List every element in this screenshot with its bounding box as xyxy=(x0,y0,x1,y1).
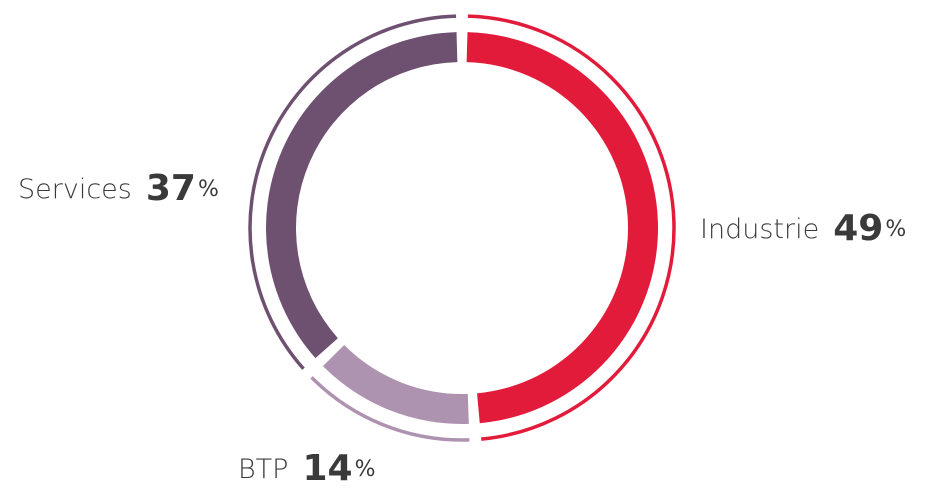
outer-ring-segment xyxy=(467,14,676,441)
segment-label: BTP 14% xyxy=(238,448,375,489)
category-name: BTP xyxy=(238,454,288,485)
category-name: Services xyxy=(18,174,132,205)
outer-ring-segment xyxy=(310,376,470,442)
value: 14 xyxy=(302,448,352,489)
segment-label: Industrie 49% xyxy=(700,208,906,249)
donut-segment xyxy=(466,32,658,424)
outer-ring-segment xyxy=(248,14,457,370)
value: 37 xyxy=(146,168,196,209)
donut-segment xyxy=(322,344,469,424)
value: 49 xyxy=(833,208,883,249)
unit: % xyxy=(355,457,376,482)
unit: % xyxy=(198,177,219,202)
unit: % xyxy=(885,217,906,242)
donut-segment xyxy=(266,32,458,359)
category-name: Industrie xyxy=(700,214,819,245)
segment-label: Services 37% xyxy=(18,168,219,209)
